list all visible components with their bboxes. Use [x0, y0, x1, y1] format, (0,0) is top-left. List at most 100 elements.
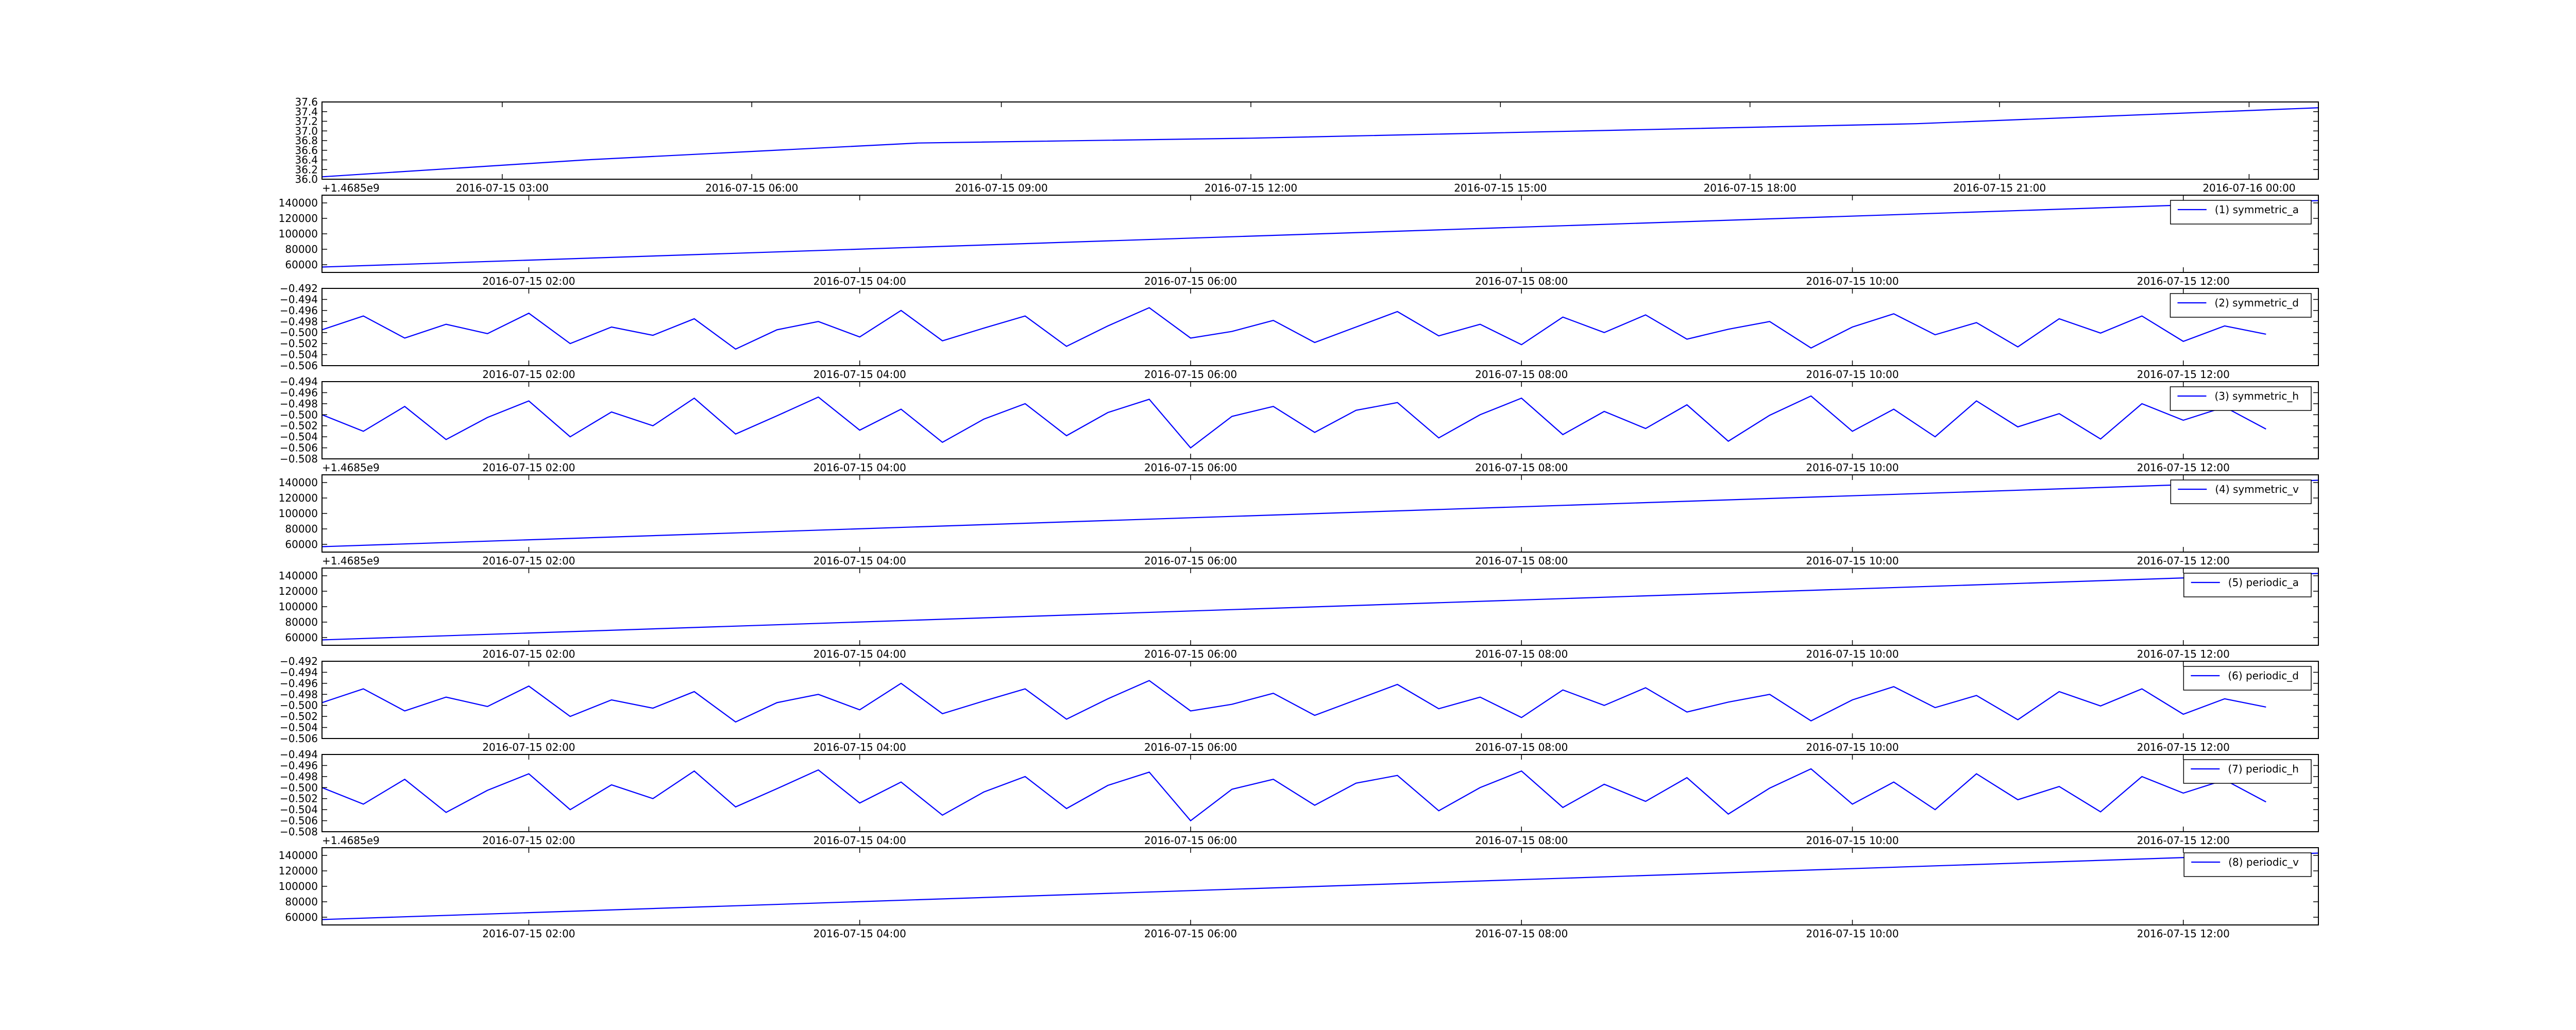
- y-tick-label: 80000: [285, 523, 318, 535]
- y-tick-label: −0.496: [280, 759, 318, 771]
- x-tick-label: 2016-07-15 10:00: [1806, 368, 1899, 381]
- y-tick-label: 100000: [279, 228, 318, 240]
- data-line: [322, 107, 2318, 178]
- y-tick-label: 140000: [279, 849, 318, 862]
- axes-frame: [321, 381, 2319, 459]
- x-tick-label: 2016-07-15 08:00: [1475, 741, 1568, 753]
- legend-label: (8) periodic_v: [2228, 856, 2299, 868]
- y-tick-label: −0.496: [280, 304, 318, 317]
- y-tick-label: 37.0: [295, 125, 318, 137]
- x-tick-label: 2016-07-15 06:00: [705, 182, 798, 194]
- y-tick-label: −0.504: [280, 349, 318, 361]
- x-tick-label: 2016-07-15 10:00: [1806, 741, 1899, 753]
- y-tick-label: −0.500: [280, 781, 318, 794]
- x-tick-label: 2016-07-15 08:00: [1475, 834, 1568, 847]
- x-tick-label: 2016-07-15 02:00: [482, 741, 575, 753]
- legend: (3) symmetric_h: [2170, 386, 2312, 411]
- x-tick-label: 2016-07-15 04:00: [814, 834, 906, 847]
- x-tick-label: 2016-07-15 12:00: [2137, 555, 2230, 567]
- legend: (6) periodic_d: [2183, 666, 2312, 691]
- y-tick-label: −0.498: [280, 315, 318, 328]
- y-tick-label: −0.496: [280, 677, 318, 690]
- legend: (2) symmetric_d: [2170, 293, 2312, 318]
- data-line: [322, 307, 2266, 350]
- x-tick-label: 2016-07-15 10:00: [1806, 648, 1899, 660]
- x-tick-label: 2016-07-15 04:00: [814, 461, 906, 474]
- y-tick-label: 60000: [285, 538, 318, 551]
- y-tick-label: 140000: [279, 197, 318, 209]
- legend-label: (2) symmetric_d: [2214, 297, 2299, 309]
- x-tick-label: 2016-07-15 02:00: [482, 461, 575, 474]
- y-tick-label: −0.500: [280, 699, 318, 712]
- y-tick-label: 100000: [279, 507, 318, 520]
- x-tick-label: 2016-07-15 02:00: [482, 555, 575, 567]
- legend-box: [2170, 479, 2312, 504]
- y-tick-label: −0.504: [280, 722, 318, 734]
- y-tick-label: 37.4: [295, 106, 318, 118]
- y-tick-label: −0.508: [280, 453, 318, 465]
- x-tick-label: 2016-07-15 06:00: [1144, 368, 1237, 381]
- y-tick-label: −0.500: [280, 408, 318, 421]
- y-tick-label: −0.508: [280, 826, 318, 838]
- subplot: 2016-07-15 02:00 2016-07-15 04:00 2016-07-…: [280, 375, 2319, 474]
- x-tick-label: 2016-07-16 00:00: [2202, 182, 2295, 194]
- x-tick-label: 2016-07-15 08:00: [1475, 461, 1568, 474]
- legend-label: (6) periodic_d: [2228, 670, 2299, 682]
- y-tick-label: 37.6: [295, 96, 318, 108]
- subplot: 2016-07-15 02:00 2016-07-15 04:00 2016-07-…: [279, 474, 2319, 567]
- x-tick-label: 2016-07-15 15:00: [1454, 182, 1547, 194]
- legend-box: [2170, 386, 2312, 411]
- y-tick-label: −0.496: [280, 386, 318, 399]
- y-tick-label: 140000: [279, 476, 318, 489]
- legend: (5) periodic_a: [2183, 573, 2312, 597]
- data-line: [322, 479, 2318, 547]
- y-tick-label: 80000: [285, 243, 318, 255]
- x-tick-label: 2016-07-15 10:00: [1806, 461, 1899, 474]
- x-tick-label: 2016-07-15 10:00: [1806, 834, 1899, 847]
- x-tick-label: 2016-07-15 12:00: [2137, 275, 2230, 287]
- y-tick-label: −0.492: [280, 655, 318, 667]
- y-tick-label: −0.494: [280, 666, 318, 678]
- data-line: [322, 395, 2266, 449]
- y-tick-label: 60000: [285, 911, 318, 923]
- x-tick-label: 2016-07-15 08:00: [1475, 555, 1568, 567]
- x-tick-label: 2016-07-15 08:00: [1475, 648, 1568, 660]
- x-tick-label: 2016-07-15 12:00: [2137, 928, 2230, 940]
- x-tick-label: 2016-07-15 21:00: [1953, 182, 2046, 194]
- x-tick-label: 2016-07-15 04:00: [814, 928, 906, 940]
- data-line: [322, 573, 2318, 641]
- legend: (7) periodic_h: [2183, 759, 2312, 784]
- x-tick-label: 2016-07-15 03:00: [456, 182, 549, 194]
- y-tick-label: 100000: [279, 880, 318, 892]
- legend-box: [2183, 666, 2312, 691]
- x-tick-label: 2016-07-15 12:00: [2137, 648, 2230, 660]
- subplot: 2016-07-15 03:00 2016-07-15 06:00 2016-07-…: [295, 96, 2319, 194]
- x-tick-label: 2016-07-15 02:00: [482, 928, 575, 940]
- x-tick-label: 2016-07-15 12:00: [2137, 461, 2230, 474]
- x-tick-label: 2016-07-15 08:00: [1475, 928, 1568, 940]
- y-tick-label: 37.2: [295, 115, 318, 128]
- y-tick-label: −0.506: [280, 815, 318, 827]
- legend: (1) symmetric_a: [2170, 200, 2312, 225]
- x-tick-label: 2016-07-15 12:00: [2137, 834, 2230, 847]
- x-tick-label: 2016-07-15 18:00: [1704, 182, 1797, 194]
- y-tick-label: 120000: [279, 585, 318, 597]
- x-tick-label: 2016-07-15 02:00: [482, 834, 575, 847]
- y-tick-label: −0.492: [280, 282, 318, 295]
- x-tick-label: 2016-07-15 06:00: [1144, 928, 1237, 940]
- axes-frame: [321, 661, 2319, 739]
- x-tick-label: 2016-07-15 06:00: [1144, 648, 1237, 660]
- y-tick-label: −0.504: [280, 803, 318, 816]
- legend: (4) symmetric_v: [2170, 479, 2312, 504]
- legend-label: (4) symmetric_v: [2215, 483, 2299, 495]
- x-tick-label: 2016-07-15 06:00: [1144, 555, 1237, 567]
- data-line: [322, 680, 2266, 723]
- legend-label: (1) symmetric_a: [2215, 203, 2299, 216]
- y-tick-label: 80000: [285, 896, 318, 908]
- subplot: 2016-07-15 02:00 2016-07-15 04:00 2016-07-…: [279, 847, 2319, 940]
- y-tick-label: 36.6: [295, 144, 318, 157]
- legend-box: [2183, 852, 2312, 877]
- y-tick-label: −0.504: [280, 431, 318, 443]
- x-tick-label: 2016-07-15 10:00: [1806, 555, 1899, 567]
- axes-frame: [321, 288, 2319, 366]
